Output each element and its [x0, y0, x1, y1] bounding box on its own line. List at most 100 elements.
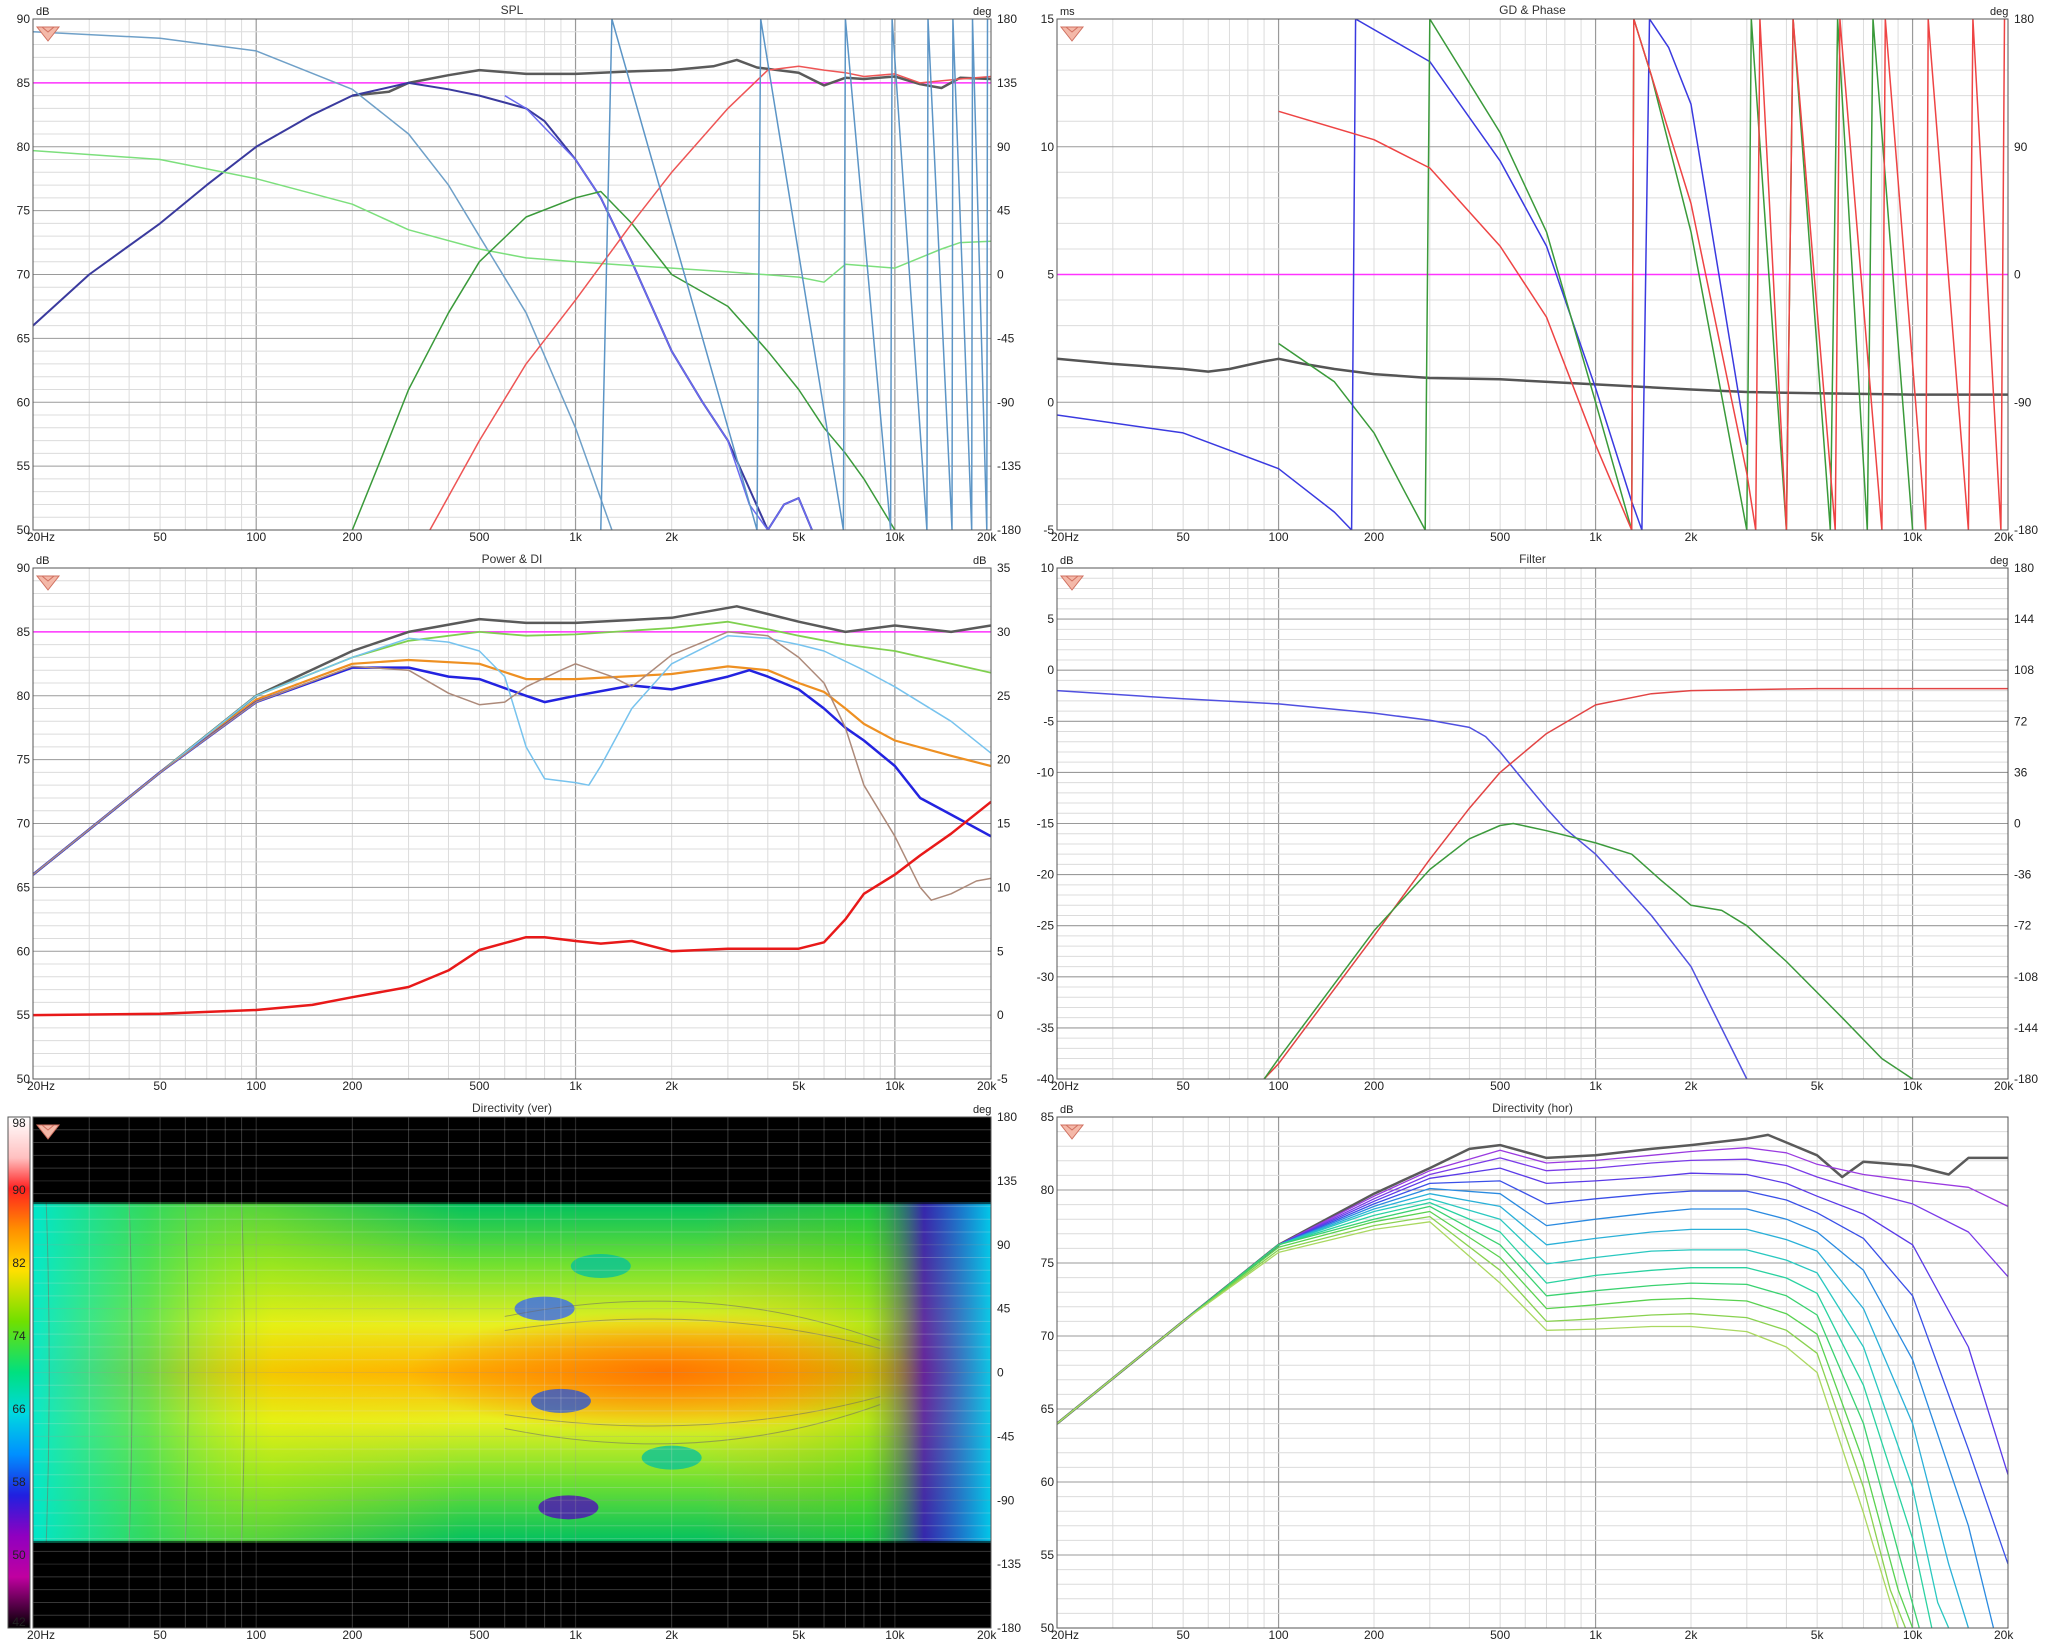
x-tick-label: 20Hz — [1051, 1628, 1079, 1642]
colorbar-tick-label: 58 — [12, 1475, 26, 1489]
heatmap-lobe — [530, 1388, 591, 1413]
x-tick-label: 100 — [1269, 1079, 1289, 1093]
x-tick-label: 20Hz — [27, 1628, 55, 1642]
x-tick-label: 10k — [885, 1079, 905, 1093]
colorbar-tick-label: 42 — [12, 1615, 26, 1629]
y2-tick-label: 5 — [997, 944, 1004, 958]
y-tick-label: 70 — [1041, 1329, 1055, 1343]
y2-tick-label: -180 — [997, 1621, 1021, 1635]
series-line-1 — [33, 605, 991, 876]
panel-dir_ver: 98 90 82 74 66 58 50 42 Directivity (ver) deg 20Hz… — [7, 1101, 1021, 1642]
y-tick-label: 50 — [17, 523, 31, 537]
y-tick-label: 55 — [1041, 1548, 1055, 1562]
colorbar-tick-label: 50 — [12, 1548, 26, 1562]
y2-tick-label: 180 — [997, 12, 1017, 26]
x-tick-label: 20k — [977, 1628, 997, 1642]
x-tick-label: 10k — [1903, 530, 1923, 544]
y2-tick-label: 10 — [997, 880, 1011, 894]
y-tick-label: 80 — [17, 689, 31, 703]
y2-tick-label: 90 — [997, 1238, 1011, 1252]
series-line-6 — [1278, 19, 2006, 530]
series-line-11 — [1057, 1210, 1914, 1628]
y2-tick-label: -90 — [2014, 395, 2032, 409]
colorbar-tick-label: 74 — [12, 1329, 26, 1343]
y-tick-label: 10 — [1041, 140, 1055, 154]
x-tick-label: 20k — [1994, 1079, 2014, 1093]
series-group — [1057, 1133, 2008, 1628]
y2-tick-label: 180 — [997, 1110, 1017, 1124]
y2-tick-label: -5 — [997, 1072, 1008, 1086]
y-tick-label: 85 — [17, 625, 31, 639]
y2-tick-label: 72 — [2014, 714, 2028, 728]
y2-tick-label: -36 — [2014, 868, 2032, 882]
y-tick-label: -35 — [1037, 1021, 1055, 1035]
series-line-4 — [33, 666, 991, 876]
y-tick-label: 70 — [17, 268, 31, 282]
y2-tick-label: 108 — [2014, 663, 2034, 677]
y-tick-label: -5 — [1043, 714, 1054, 728]
y-tick-label: -20 — [1037, 868, 1055, 882]
x-tick-label: 2k — [1685, 1079, 1699, 1093]
heatmap-lobe — [570, 1254, 631, 1279]
vituixcad-logo-icon — [1059, 575, 1085, 591]
series-line-3 — [33, 31, 613, 530]
y2-tick-label: 90 — [2014, 140, 2028, 154]
series-group — [33, 19, 991, 530]
y2-tick-label: -72 — [2014, 919, 2032, 933]
x-tick-label: 200 — [1364, 1079, 1384, 1093]
y2-tick-label: 45 — [997, 204, 1011, 218]
y-tick-label: 60 — [17, 944, 31, 958]
x-tick-label: 2k — [665, 530, 679, 544]
panel-title: SPL — [501, 3, 524, 17]
series-line-3 — [33, 658, 991, 876]
series-line-4 — [504, 94, 813, 530]
series-line-2 — [33, 81, 813, 530]
y2-tick-label: -90 — [997, 395, 1015, 409]
vituixcad-logo-icon — [1059, 1124, 1085, 1140]
heatmap-lobe — [641, 1445, 702, 1470]
x-tick-label: 100 — [1269, 530, 1289, 544]
y2-tick-label: 180 — [2014, 12, 2034, 26]
unit-left: dB — [1060, 1104, 1073, 1116]
x-tick-label: 50 — [153, 1628, 167, 1642]
y-tick-label: 75 — [1041, 1256, 1055, 1270]
y2-tick-label: -180 — [2014, 523, 2038, 537]
x-tick-label: 2k — [1685, 530, 1699, 544]
y2-tick-label: 0 — [2014, 817, 2021, 831]
plot-frame — [32, 567, 992, 1080]
x-tick-label: 50 — [153, 1079, 167, 1093]
series-line-6 — [33, 631, 991, 901]
y2-tick-label: -108 — [2014, 970, 2038, 984]
panel-title: Directivity (ver) — [472, 1101, 552, 1115]
x-tick-label: 5k — [792, 530, 806, 544]
series-line-4 — [1350, 19, 1748, 530]
y-tick-label: -30 — [1037, 970, 1055, 984]
series-line-12 — [1057, 1215, 1907, 1628]
unit-left: ms — [1060, 6, 1075, 18]
y-tick-label: 50 — [1041, 1621, 1055, 1635]
x-tick-label: 200 — [1364, 530, 1384, 544]
y2-tick-label: 0 — [2014, 268, 2021, 282]
unit-right: deg — [973, 6, 991, 18]
x-tick-label: 2k — [665, 1079, 679, 1093]
x-tick-label: 50 — [153, 530, 167, 544]
unit-right: deg — [1990, 6, 2008, 18]
y2-tick-label: 20 — [997, 753, 1011, 767]
x-tick-label: 10k — [1903, 1628, 1923, 1642]
series-line-4 — [1057, 1167, 2008, 1475]
x-tick-label: 20k — [1994, 1628, 2014, 1642]
x-tick-label: 10k — [885, 1628, 905, 1642]
x-tick-label: 20Hz — [1051, 1079, 1079, 1093]
x-tick-label: 50 — [1176, 1079, 1190, 1093]
x-tick-label: 5k — [1811, 1079, 1825, 1093]
y2-tick-label: 36 — [2014, 765, 2028, 779]
vituixcad-logo-icon — [35, 1124, 61, 1140]
x-tick-label: 50 — [1176, 1628, 1190, 1642]
unit-right: deg — [973, 1104, 991, 1116]
y2-tick-label: 135 — [997, 76, 1017, 90]
y-tick-label: 90 — [17, 12, 31, 26]
